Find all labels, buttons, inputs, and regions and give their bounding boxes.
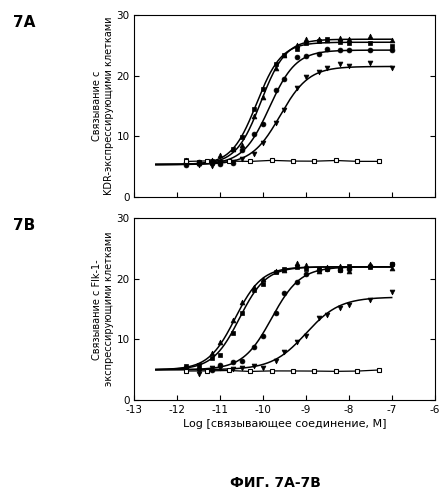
Text: ФИГ. 7А-7В: ФИГ. 7А-7В: [230, 476, 321, 490]
X-axis label: Log [связывающее соединение, М]: Log [связывающее соединение, М]: [183, 419, 386, 429]
Y-axis label: Связывание с Flk-1-
экспрессирующими клетками: Связывание с Flk-1- экспрессирующими кле…: [92, 232, 114, 386]
Text: 7A: 7A: [13, 15, 36, 30]
Y-axis label: Связывание с
KDR-экспрессирующими клетками: Связывание с KDR-экспрессирующими клетка…: [92, 16, 114, 195]
Text: 7В: 7В: [13, 218, 36, 234]
